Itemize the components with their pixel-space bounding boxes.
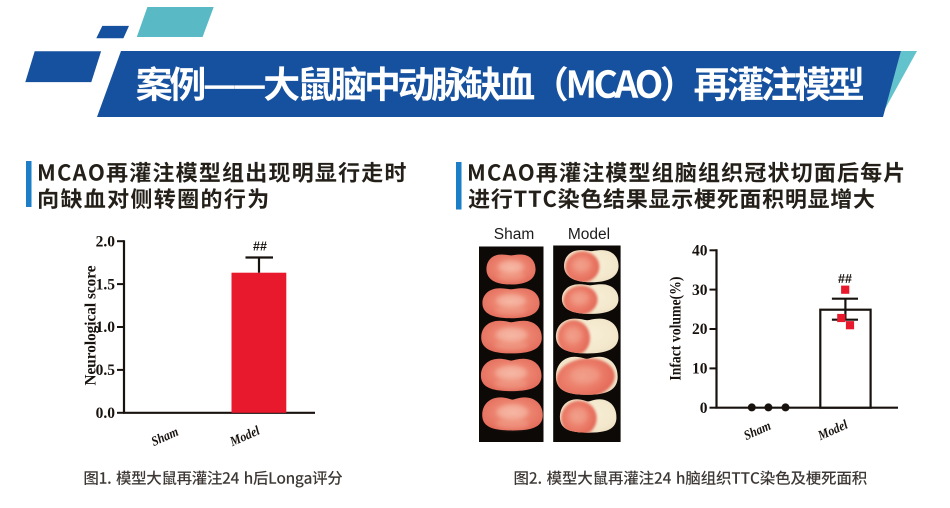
svg-text:40: 40 <box>692 243 708 260</box>
svg-text:##: ## <box>253 240 267 254</box>
svg-text:2.0: 2.0 <box>96 233 116 250</box>
svg-text:Neurological score: Neurological score <box>83 266 100 386</box>
svg-text:Model: Model <box>568 226 610 243</box>
svg-text:0.5: 0.5 <box>96 362 116 379</box>
svg-text:0.0: 0.0 <box>96 405 116 422</box>
svg-text:10: 10 <box>692 361 708 378</box>
svg-text:Infact volume(%): Infact volume(%) <box>668 277 685 381</box>
svg-text:20: 20 <box>692 321 708 338</box>
svg-text:30: 30 <box>692 282 708 299</box>
svg-text:1.0: 1.0 <box>96 319 116 336</box>
svg-text:1.5: 1.5 <box>96 276 116 293</box>
svg-text:0: 0 <box>700 400 708 417</box>
svg-text:##: ## <box>838 272 852 286</box>
svg-text:Sham: Sham <box>494 226 535 243</box>
